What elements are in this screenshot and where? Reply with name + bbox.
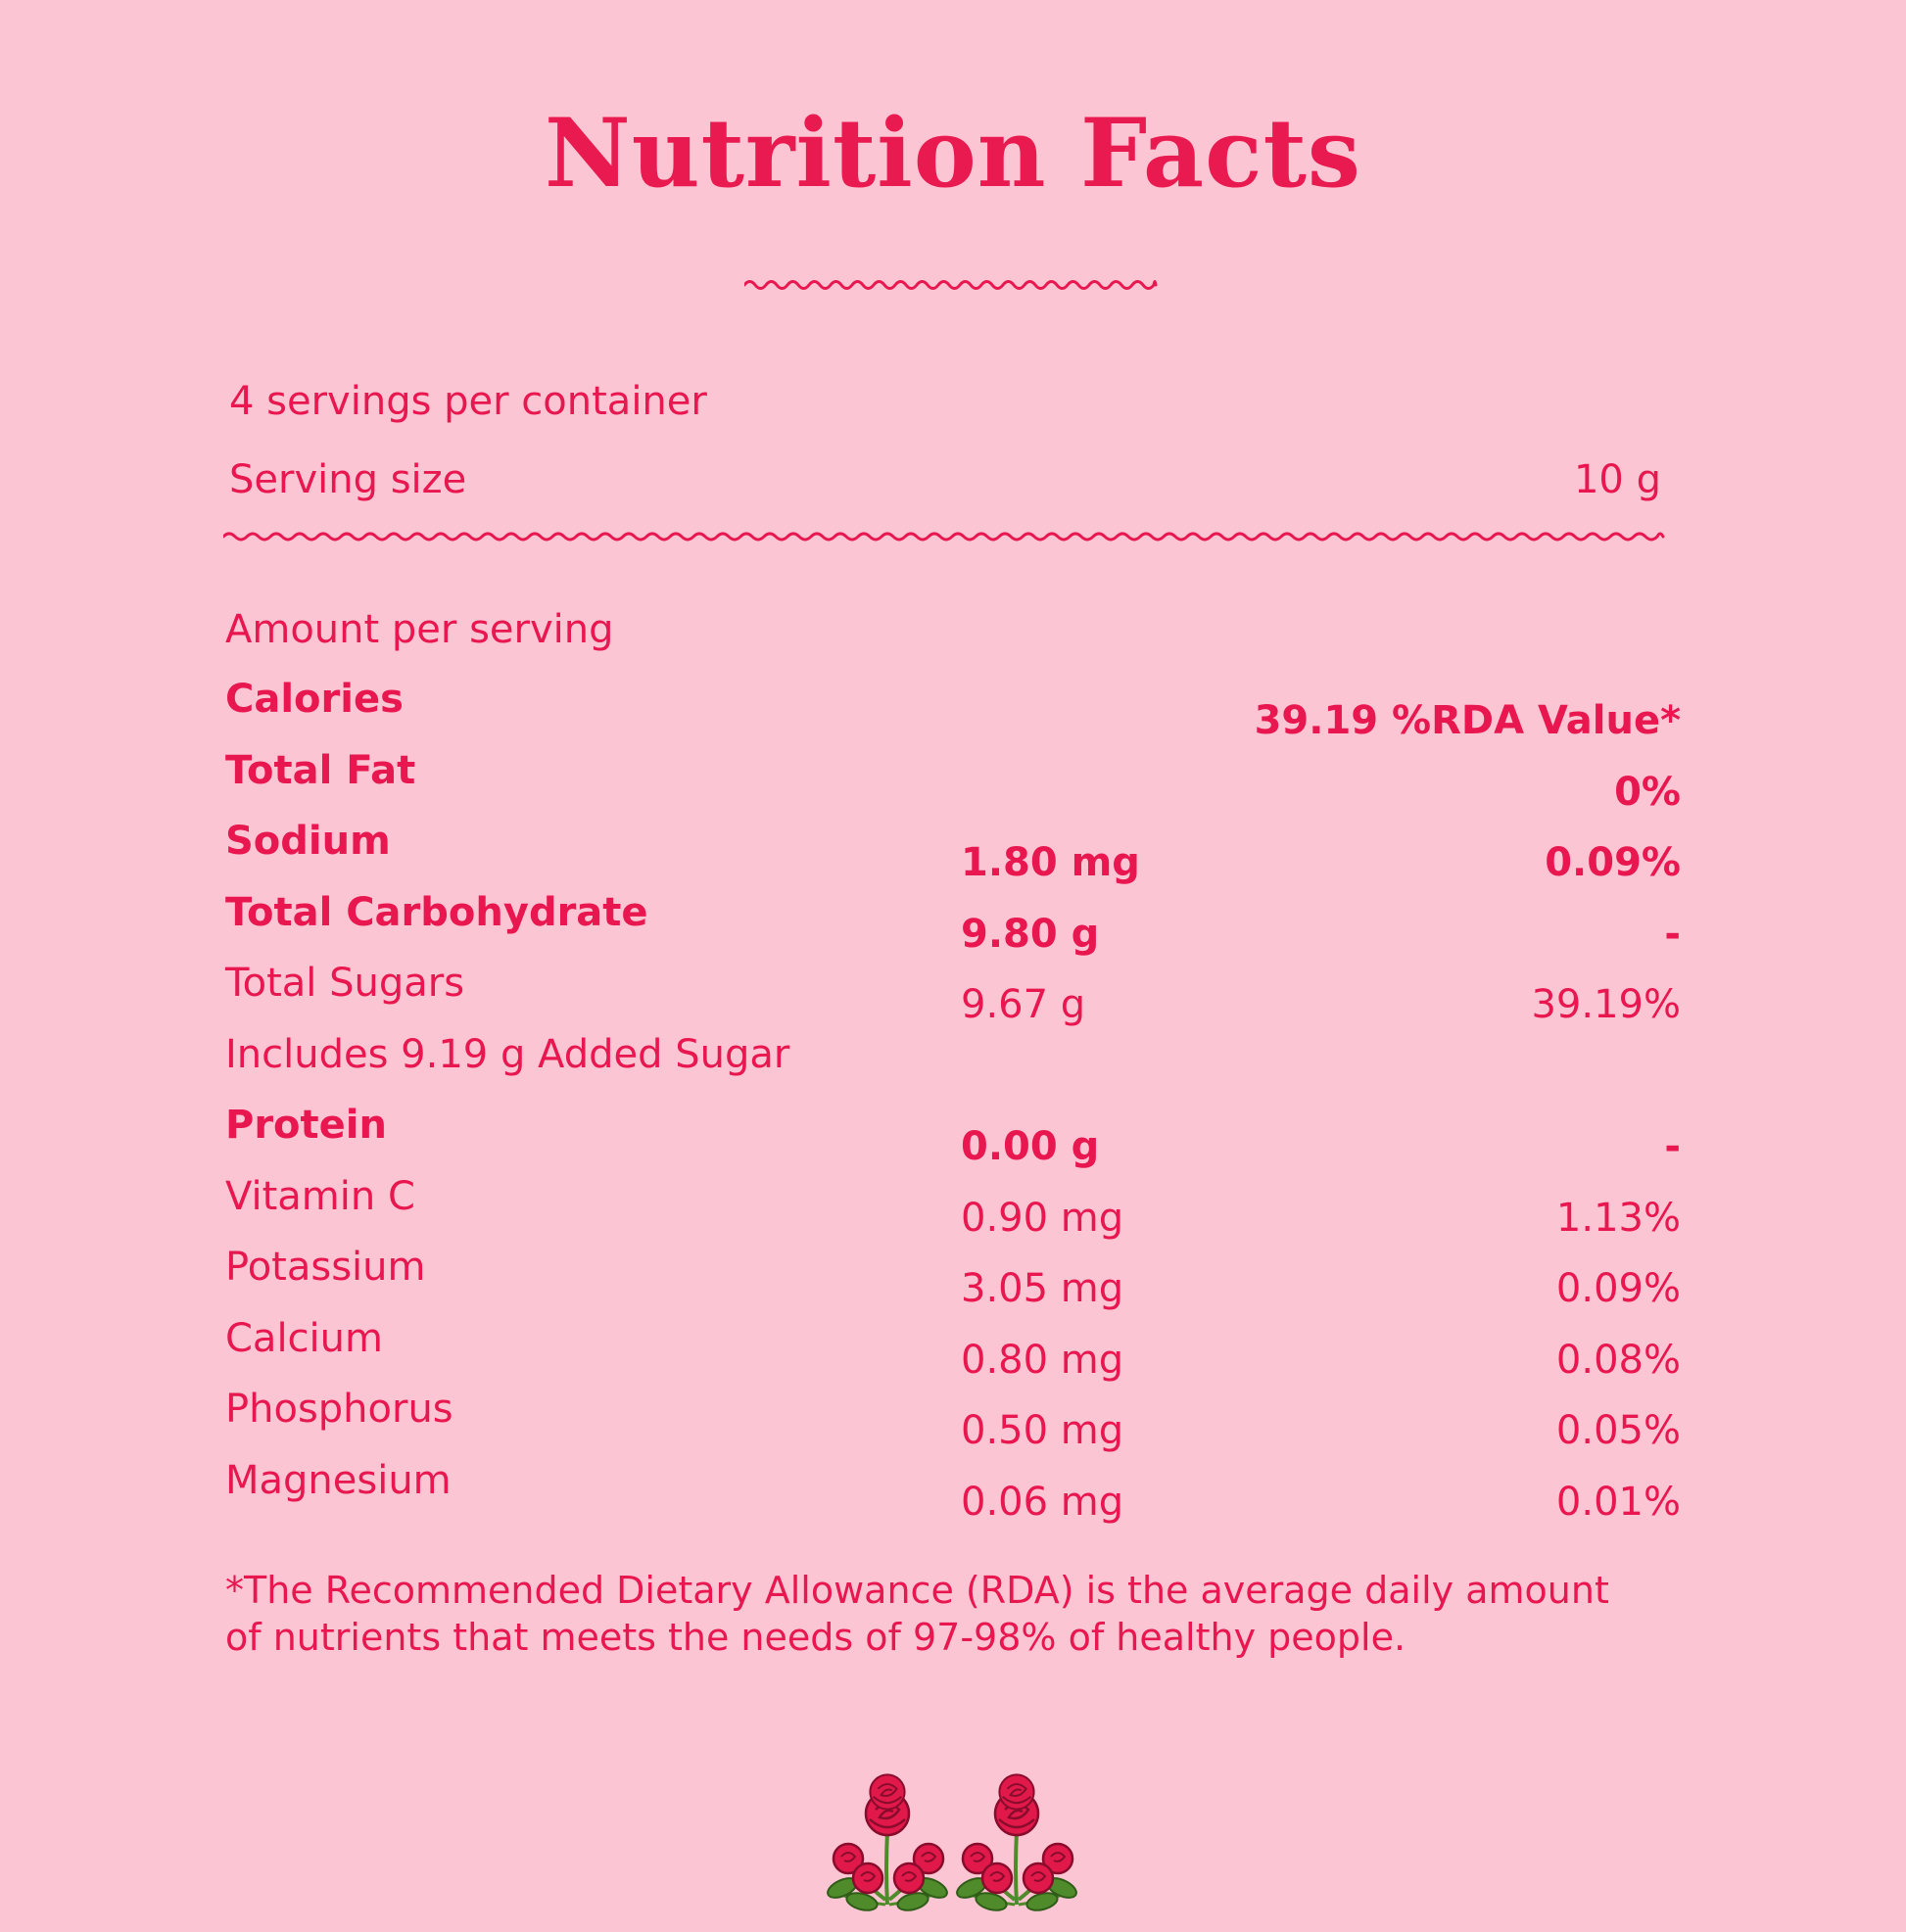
nutrient-amount: 0.80 mg (961, 1337, 1124, 1383)
nutrient-rda: 0.09% (1545, 840, 1681, 885)
nutrient-rda: 0.01% (1555, 1479, 1681, 1525)
nutrient-row: Total Sugars 9.67 g 39.19% (225, 960, 1681, 1027)
nutrient-name: Total Sugars (225, 961, 465, 1006)
nutrient-name: Total Carbohydrate (225, 889, 648, 935)
nutrient-row: Magnesium 0.06 mg 0.01% (225, 1457, 1681, 1525)
nutrient-row: Total Fat 0% (225, 747, 1681, 815)
nutrient-name: Includes 9.19 g Added Sugar (225, 1031, 790, 1077)
nutrient-row: Includes 9.19 g Added Sugar (225, 1031, 1681, 1090)
nutrient-amount: 0.06 mg (961, 1479, 1124, 1525)
nutrient-name: Vitamin C (225, 1173, 415, 1219)
nutrient-rda: 0.08% (1555, 1337, 1681, 1383)
nutrient-row: Calories 39.19 %RDA Value* (225, 676, 1681, 743)
wavy-divider (223, 532, 1665, 542)
serving-size-value: 10 g (1573, 457, 1661, 502)
nutrient-name: Protein (225, 1103, 387, 1148)
nutrient-row: Potassium 3.05 mg 0.09% (225, 1244, 1681, 1311)
nutrient-row: Total Carbohydrate 9.80 g - (225, 889, 1681, 957)
nutrient-rda: - (1664, 911, 1681, 957)
nutrient-rda: 0.09% (1555, 1266, 1681, 1311)
footnote-line: *The Recommended Dietary Allowance (RDA)… (225, 1569, 1609, 1612)
roses-icon (821, 1763, 1085, 1919)
nutrient-amount: 0.90 mg (961, 1195, 1124, 1241)
nutrient-rda: 39.19 %RDA Value* (1254, 698, 1681, 743)
nutrient-amount: 0.00 g (961, 1124, 1100, 1169)
nutrient-rda: - (1664, 1124, 1681, 1169)
nutrient-name: Total Fat (225, 747, 416, 793)
amount-per-serving-label: Amount per serving (225, 607, 614, 652)
nutrient-rda: 39.19% (1531, 982, 1681, 1027)
rda-footnote: *The Recommended Dietary Allowance (RDA)… (225, 1567, 1694, 1661)
nutrient-rda: 0% (1614, 769, 1681, 815)
nutrient-name: Calories (225, 677, 404, 722)
nutrient-rda: 0.05% (1555, 1408, 1681, 1453)
nutrient-row: Sodium 1.80 mg 0.09% (225, 818, 1681, 885)
nutrient-name: Calcium (225, 1315, 383, 1361)
nutrient-name: Sodium (225, 819, 391, 864)
nutrient-amount: 9.80 g (961, 911, 1100, 957)
nutrient-name: Potassium (225, 1245, 426, 1290)
nutrient-row: Phosphorus 0.50 mg 0.05% (225, 1386, 1681, 1453)
nutrient-amount: 0.50 mg (961, 1408, 1124, 1453)
serving-size-label: Serving size (229, 457, 467, 502)
nutrient-amount: 1.80 mg (961, 840, 1140, 885)
page-title: Nutrition Facts (545, 98, 1361, 209)
footnote-line: of nutrients that meets the needs of 97-… (225, 1616, 1406, 1659)
nutrient-row: Calcium 0.80 mg 0.08% (225, 1315, 1681, 1383)
nutrient-rda: 1.13% (1555, 1195, 1681, 1241)
nutrient-name: Magnesium (225, 1457, 452, 1503)
wavy-divider-top (744, 280, 1158, 290)
nutrient-row: Protein 0.00 g - (225, 1102, 1681, 1169)
nutrient-amount: 3.05 mg (961, 1266, 1124, 1311)
nutrient-row: Vitamin C 0.90 mg 1.13% (225, 1173, 1681, 1241)
nutrient-name: Phosphorus (225, 1387, 453, 1432)
nutrient-amount: 9.67 g (961, 982, 1086, 1027)
servings-per-container: 4 servings per container (229, 379, 707, 424)
